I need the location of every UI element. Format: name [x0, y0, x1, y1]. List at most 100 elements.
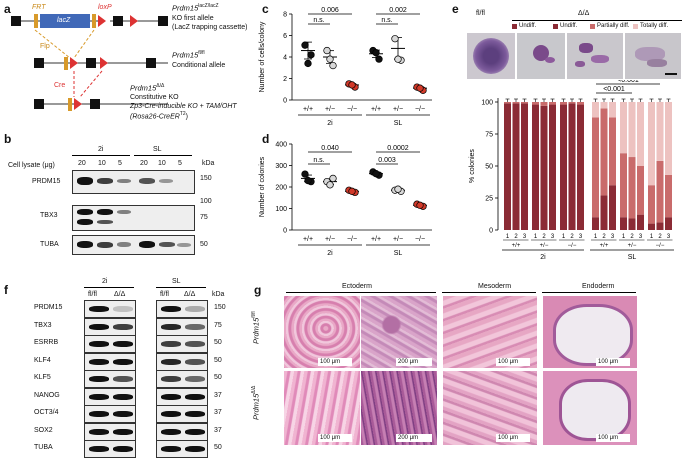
mw-marker: 150 [200, 175, 212, 182]
data-point [326, 55, 334, 63]
fl-fl-header: fl/fl [476, 10, 485, 17]
genotype-label: −/− [347, 106, 357, 113]
header-line [442, 292, 536, 293]
protein-band [161, 341, 181, 347]
data-point [348, 187, 356, 195]
protein-label: PRDM15 [32, 178, 61, 185]
replicate-label: 1 [594, 234, 598, 240]
header-mesoderm: Mesoderm [478, 283, 512, 290]
bar-segment [600, 102, 608, 109]
genotype-label: +/− [393, 106, 403, 113]
data-point [304, 176, 312, 185]
bar-segment [628, 102, 636, 158]
bar-segment [577, 102, 584, 105]
bar-segment [532, 104, 539, 230]
blot-strip [84, 387, 136, 406]
bar-segment [648, 102, 655, 186]
protein-label: PRDM15 [34, 304, 63, 311]
scale-label: 100 μm [498, 435, 519, 441]
bar-segment [549, 104, 556, 230]
significance-label: <0.001 [603, 86, 625, 93]
genotype-label: +/− [393, 236, 403, 243]
replicate-label: 3 [639, 234, 643, 240]
significance-label: 0.003 [378, 157, 396, 164]
protein-band [161, 358, 181, 365]
protein-band [89, 358, 109, 365]
y-tick-label: 100 [275, 206, 287, 213]
bar-segment [628, 157, 636, 219]
bar-segment [600, 108, 608, 196]
blot-tbx3 [72, 205, 195, 231]
mw-marker: 75 [214, 321, 222, 329]
cond-2i: 2i [102, 278, 108, 285]
replicate-label: 1 [506, 234, 510, 240]
protein-label: SOX2 [34, 426, 53, 434]
protein-band [113, 323, 133, 330]
blot-strip [84, 422, 136, 441]
scale-label: 100 μm [598, 435, 619, 441]
genotype-label: +/− [325, 106, 335, 113]
legend-swatch [590, 24, 595, 29]
significance-label: 0.002 [389, 7, 407, 14]
scale-label: 200 μm [398, 359, 419, 365]
legend-swatch [512, 24, 517, 29]
data-point [329, 174, 337, 183]
header-endoderm: Endoderm [582, 283, 615, 290]
mw-marker: 37 [214, 409, 222, 416]
genotype-label: +/+ [303, 106, 313, 113]
scale-bar [396, 434, 432, 442]
exon-box [158, 16, 168, 26]
histology-ectoderm-4 [360, 370, 438, 446]
legend-label: Undiff. [519, 23, 537, 29]
row-label-dd: Prdm15Δ/Δ [251, 385, 261, 420]
loxp-site [100, 57, 108, 69]
protein-band [113, 393, 133, 400]
replicate-label: 1 [534, 234, 538, 240]
blot-strip [156, 387, 208, 406]
legend-swatch [553, 24, 558, 29]
allele2-desc: Conditional allele [172, 62, 226, 69]
blot-strip [84, 335, 136, 353]
replicate-label: 1 [562, 234, 566, 240]
replicate-label: 2 [658, 234, 662, 240]
genotype: fl/fl [160, 291, 169, 298]
protein-band [185, 393, 205, 400]
amount: 5 [178, 160, 182, 167]
y-tick-label: 200 [275, 185, 287, 192]
allele3-desc1: Constitutive KO [130, 94, 179, 101]
allele1-name: Prdm15lacZ/lacZ [172, 3, 219, 13]
cond-underline [72, 155, 130, 156]
protein-band [113, 376, 133, 382]
protein-band [113, 341, 133, 347]
allele3-desc2: Zp3-Cre-inducible KO + TAM/OHT [130, 103, 237, 110]
blot-strip [84, 370, 136, 388]
protein-band [185, 306, 205, 312]
loxp-site [98, 15, 106, 27]
data-point [307, 51, 315, 59]
bar-segment [592, 217, 599, 230]
protein-band [185, 341, 205, 347]
genotype-label: +/− [540, 243, 549, 249]
bar-segment [656, 222, 664, 230]
scale-label: 200 μm [398, 435, 419, 441]
allele3-name: Prdm15Δ/Δ [130, 83, 165, 93]
bar-segment [637, 214, 644, 230]
bar-segment [540, 105, 548, 230]
blot-prdm15 [72, 170, 195, 194]
genotype-label: −/− [347, 236, 357, 243]
blot-strip [84, 440, 136, 458]
exon-box [11, 16, 21, 26]
bar-segment [560, 102, 567, 105]
bar-segment [540, 102, 548, 106]
cond-sl: SL [172, 278, 181, 285]
genotype-label: +/+ [512, 243, 521, 249]
replicate-label: 2 [630, 234, 634, 240]
loxp-site [130, 15, 138, 27]
scale-bar [396, 358, 432, 366]
panel-letter-b: b [4, 132, 12, 146]
lacz-label: lacZ [57, 17, 71, 24]
exon-box [34, 99, 44, 109]
panel-letter-g: g [254, 283, 262, 297]
genotype-label: +/− [325, 236, 335, 243]
panel-letter-e: e [452, 2, 459, 16]
